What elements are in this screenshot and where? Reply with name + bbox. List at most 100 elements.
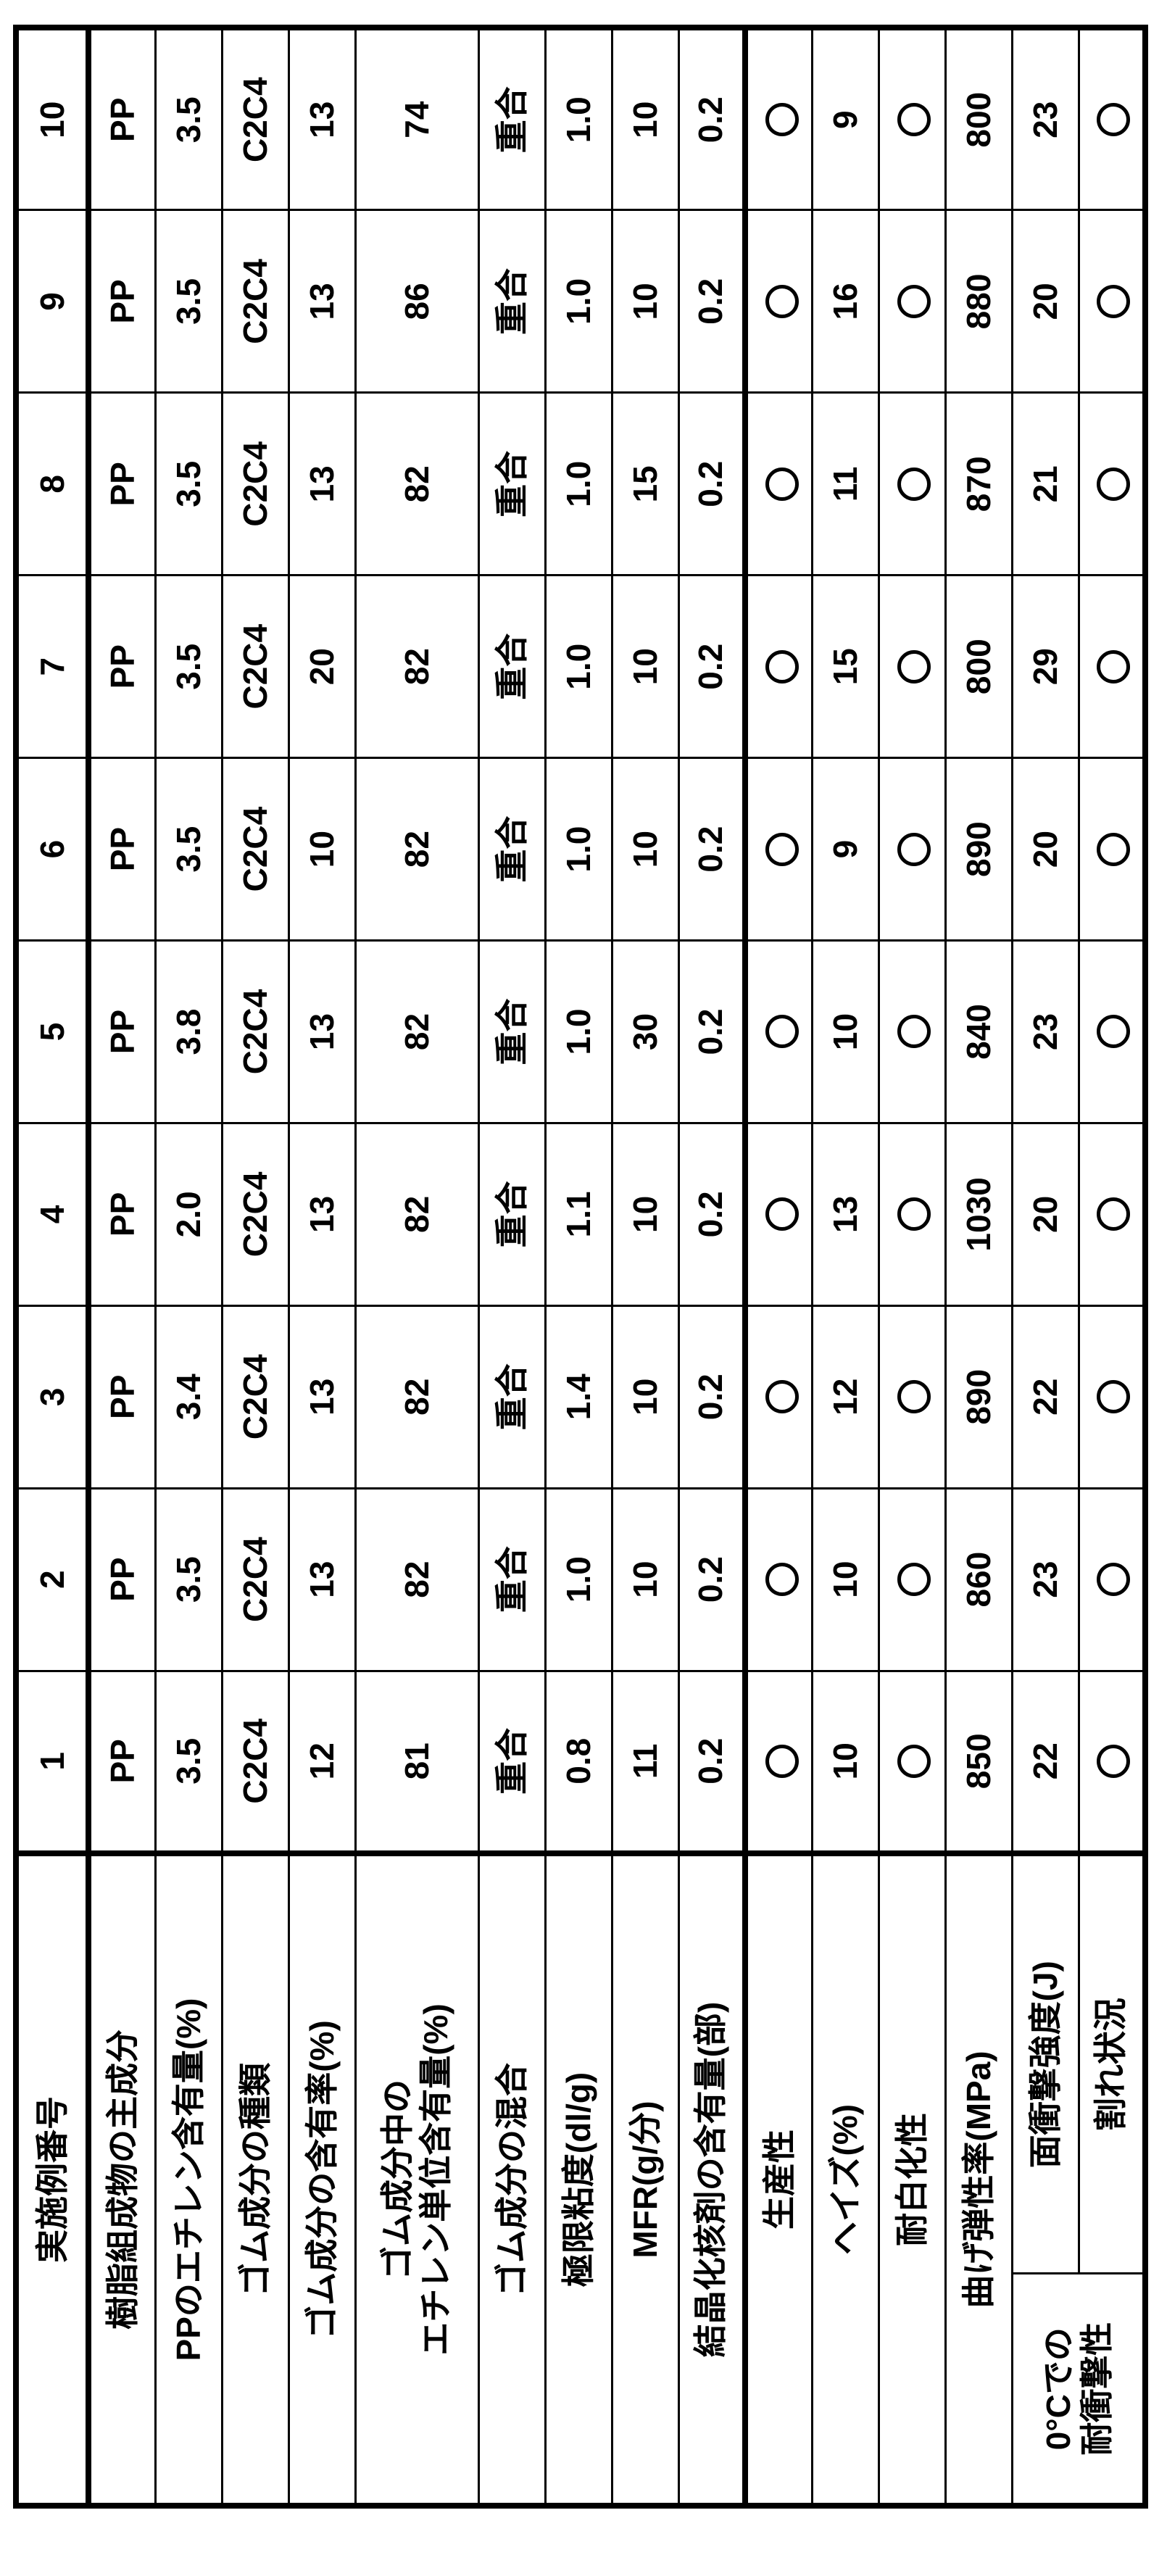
value-cell: 20 bbox=[1012, 1123, 1079, 1305]
circle-mark-icon bbox=[765, 468, 799, 501]
value-cell: C2C4 bbox=[222, 941, 288, 1123]
value-cell bbox=[1079, 393, 1145, 576]
table-row: 曲げ弾性率(MPa)850860890103084089080087088080… bbox=[945, 28, 1012, 2506]
value-cell: 1.1 bbox=[545, 1123, 612, 1305]
value-cell: C2C4 bbox=[222, 393, 288, 576]
circle-mark-icon bbox=[765, 285, 799, 318]
value-cell: 10 bbox=[812, 941, 879, 1123]
rotated-table-container: 実施例番号12345678910樹脂組成物の主成分PPPPPPPPPPPPPPP… bbox=[13, 25, 1146, 2509]
value-cell: 10 bbox=[612, 1123, 678, 1305]
value-cell bbox=[1079, 210, 1145, 393]
value-cell: 20 bbox=[1012, 758, 1079, 941]
value-cell: 1.0 bbox=[545, 758, 612, 941]
value-cell: 10 bbox=[612, 576, 678, 758]
value-cell bbox=[1079, 576, 1145, 758]
value-cell: 0.2 bbox=[678, 210, 745, 393]
value-cell: 10 bbox=[288, 758, 355, 941]
value-cell: 0.8 bbox=[545, 1671, 612, 1853]
circle-mark-icon bbox=[897, 1745, 931, 1778]
value-cell bbox=[879, 1488, 945, 1671]
header-row: 実施例番号12345678910 bbox=[16, 28, 88, 2506]
value-cell: 13 bbox=[288, 1123, 355, 1305]
value-cell: 0.2 bbox=[678, 1305, 745, 1488]
value-cell: 890 bbox=[945, 758, 1012, 941]
value-cell: 重合 bbox=[478, 28, 545, 210]
value-cell: 0.2 bbox=[678, 1488, 745, 1671]
value-cell bbox=[879, 210, 945, 393]
value-cell: 重合 bbox=[478, 576, 545, 758]
value-cell bbox=[745, 393, 812, 576]
value-cell bbox=[745, 576, 812, 758]
value-cell: 0.2 bbox=[678, 28, 745, 210]
circle-mark-icon bbox=[1097, 833, 1130, 866]
value-cell: 15 bbox=[612, 393, 678, 576]
value-cell: 1.0 bbox=[545, 393, 612, 576]
circle-mark-icon bbox=[765, 1015, 799, 1049]
value-cell: C2C4 bbox=[222, 576, 288, 758]
table-row: 割れ状況 bbox=[1079, 28, 1145, 2506]
table-row: 極限粘度(dl/g)0.81.01.41.11.01.01.01.01.01.0 bbox=[545, 28, 612, 2506]
value-cell: PP bbox=[88, 758, 155, 941]
value-cell: 1.0 bbox=[545, 28, 612, 210]
value-cell: 重合 bbox=[478, 1305, 545, 1488]
value-cell: 23 bbox=[1012, 28, 1079, 210]
circle-mark-icon bbox=[897, 1380, 931, 1413]
row-label-cell: 生産性 bbox=[745, 1853, 812, 2506]
value-cell: 30 bbox=[612, 941, 678, 1123]
column-header-cell: 4 bbox=[16, 1123, 88, 1305]
value-cell bbox=[745, 210, 812, 393]
value-cell: 870 bbox=[945, 393, 1012, 576]
value-cell bbox=[879, 1123, 945, 1305]
value-cell: 1.0 bbox=[545, 576, 612, 758]
value-cell: C2C4 bbox=[222, 1305, 288, 1488]
value-cell: 重合 bbox=[478, 1123, 545, 1305]
value-cell: 0.2 bbox=[678, 1123, 745, 1305]
value-cell: 81 bbox=[355, 1671, 478, 1853]
value-cell: 82 bbox=[355, 941, 478, 1123]
column-header-cell: 8 bbox=[16, 393, 88, 576]
row-label-cell: 割れ状況 bbox=[1079, 1853, 1145, 2274]
value-cell: C2C4 bbox=[222, 758, 288, 941]
value-cell: 1.0 bbox=[545, 210, 612, 393]
circle-mark-icon bbox=[897, 650, 931, 684]
value-cell bbox=[1079, 758, 1145, 941]
value-cell: 82 bbox=[355, 576, 478, 758]
circle-mark-icon bbox=[765, 650, 799, 684]
value-cell: 82 bbox=[355, 1305, 478, 1488]
value-cell bbox=[745, 1671, 812, 1853]
row-label-cell: ゴム成分の混合 bbox=[478, 1853, 545, 2506]
column-header-cell: 1 bbox=[16, 1671, 88, 1853]
row-label-cell: MFR(g/分) bbox=[612, 1853, 678, 2506]
row-label-cell: ヘイズ(%) bbox=[812, 1853, 879, 2506]
table-row: ゴム成分の種類C2C4C2C4C2C4C2C4C2C4C2C4C2C4C2C4C… bbox=[222, 28, 288, 2506]
value-cell: 82 bbox=[355, 1123, 478, 1305]
value-cell: 3.4 bbox=[155, 1305, 222, 1488]
value-cell: 9 bbox=[812, 758, 879, 941]
value-cell bbox=[879, 1671, 945, 1853]
value-cell: 重合 bbox=[478, 1671, 545, 1853]
table-row: 結晶化核剤の含有量(部)0.20.20.20.20.20.20.20.20.20… bbox=[678, 28, 745, 2506]
value-cell: 0.2 bbox=[678, 576, 745, 758]
circle-mark-icon bbox=[765, 103, 799, 136]
value-cell: 1.4 bbox=[545, 1305, 612, 1488]
value-cell: 10 bbox=[612, 1305, 678, 1488]
value-cell: 13 bbox=[288, 393, 355, 576]
value-cell: 3.8 bbox=[155, 941, 222, 1123]
value-cell: 13 bbox=[288, 28, 355, 210]
value-cell: 1.0 bbox=[545, 941, 612, 1123]
value-cell: 82 bbox=[355, 758, 478, 941]
value-cell bbox=[879, 28, 945, 210]
row-label-cell: ゴム成分中の エチレン単位含有量(%) bbox=[355, 1853, 478, 2506]
value-cell bbox=[1079, 1305, 1145, 1488]
value-cell: PP bbox=[88, 1123, 155, 1305]
row-label-cell: 結晶化核剤の含有量(部) bbox=[678, 1853, 745, 2506]
circle-mark-icon bbox=[897, 833, 931, 866]
value-cell: 10 bbox=[612, 758, 678, 941]
value-cell: 860 bbox=[945, 1488, 1012, 1671]
value-cell: 840 bbox=[945, 941, 1012, 1123]
value-cell: 82 bbox=[355, 1488, 478, 1671]
circle-mark-icon bbox=[765, 833, 799, 866]
value-cell: 9 bbox=[812, 28, 879, 210]
header-label-cell: 実施例番号 bbox=[16, 1853, 88, 2506]
value-cell: PP bbox=[88, 1671, 155, 1853]
